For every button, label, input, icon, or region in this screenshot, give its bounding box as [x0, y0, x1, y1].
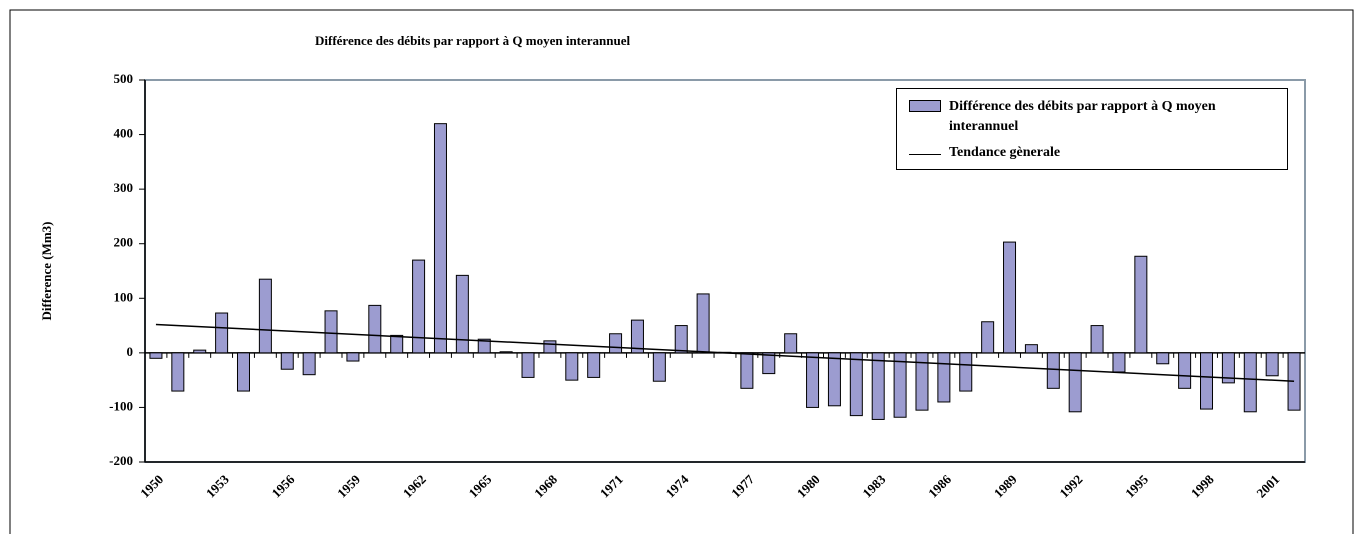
bar — [696, 293, 710, 354]
legend-swatch — [909, 100, 941, 112]
y-tick-label: 200 — [114, 235, 134, 250]
bar — [149, 352, 163, 359]
y-tick-label: 0 — [127, 344, 134, 359]
x-tick-label: 1992 — [1056, 472, 1085, 501]
bar — [433, 123, 447, 354]
x-tick-label: 1986 — [925, 471, 954, 500]
bar — [324, 310, 338, 354]
bar — [849, 352, 863, 417]
bar — [412, 259, 426, 354]
chart-title: Différence des débits par rapport à Q mo… — [315, 33, 630, 48]
x-tick-label: 1962 — [400, 472, 429, 501]
x-tick-label: 2001 — [1253, 472, 1282, 501]
trend-line — [155, 323, 1295, 382]
x-tick-label: 1971 — [597, 472, 626, 501]
bar — [477, 338, 491, 354]
legend-label: Différence des débits par rapport à Q mo… — [949, 99, 1216, 134]
legend: Différence des débits par rapport à Q mo… — [896, 88, 1288, 170]
x-tick-label: 1998 — [1188, 471, 1217, 500]
x-tick-label: 1977 — [728, 471, 757, 500]
x-tick-label: 1959 — [334, 471, 363, 500]
bar — [346, 352, 360, 362]
bar — [171, 352, 185, 392]
bar — [652, 352, 666, 382]
x-tick-label: 1974 — [662, 471, 691, 500]
y-tick-label: 500 — [114, 71, 134, 86]
bar — [543, 340, 557, 354]
bar — [1134, 255, 1148, 354]
x-tick-label: 1980 — [794, 472, 823, 501]
bar — [937, 352, 951, 403]
x-tick-label: 1965 — [465, 471, 494, 500]
bar — [236, 352, 250, 392]
legend-entry: Différence des débits par rapport à Q mo… — [909, 97, 1269, 137]
y-axis-label: Difference (Mm3) — [39, 221, 54, 320]
bar — [762, 352, 776, 375]
bar — [193, 349, 207, 354]
bar — [1243, 352, 1257, 413]
bar — [915, 352, 929, 411]
bar — [1200, 352, 1214, 410]
x-tick-label: 1989 — [991, 471, 1020, 500]
bar — [1265, 352, 1279, 377]
bar — [740, 352, 754, 389]
bar — [368, 304, 382, 354]
bar — [871, 352, 885, 420]
bar — [1221, 352, 1235, 384]
legend-label: Tendance gènerale — [949, 145, 1061, 160]
y-tick-label: -200 — [109, 453, 133, 468]
legend-swatch — [909, 154, 941, 155]
legend-entry: Tendance gènerale — [909, 145, 1060, 161]
y-tick-label: 400 — [114, 126, 134, 141]
x-tick-label: 1995 — [1122, 471, 1151, 500]
bar — [1178, 352, 1192, 389]
bar — [1024, 344, 1038, 354]
bar — [827, 352, 841, 407]
bar — [587, 352, 601, 378]
bar — [390, 334, 404, 354]
x-tick-label: 1983 — [859, 471, 888, 500]
bar — [630, 319, 644, 354]
bar — [258, 278, 272, 354]
bar — [1112, 352, 1126, 373]
bar — [981, 321, 995, 354]
bar — [1156, 352, 1170, 365]
x-tick-label: 1956 — [269, 471, 298, 500]
bar — [215, 312, 229, 354]
y-tick-label: 300 — [114, 180, 134, 195]
bar — [280, 352, 294, 370]
bar — [499, 351, 513, 354]
bar — [565, 352, 579, 381]
bar — [784, 333, 798, 354]
bar — [1003, 241, 1017, 354]
bar — [1090, 325, 1104, 354]
frame — [9, 9, 1354, 534]
bar — [302, 352, 316, 376]
bar — [609, 333, 623, 354]
bar — [1046, 352, 1060, 389]
bar — [521, 352, 535, 378]
y-tick-label: 100 — [114, 289, 134, 304]
x-tick-label: 1968 — [531, 471, 560, 500]
bar — [455, 274, 469, 354]
bar — [893, 352, 907, 418]
bar — [1068, 352, 1082, 413]
x-tick-label: 1950 — [137, 472, 166, 501]
bar — [959, 352, 973, 392]
bar — [674, 325, 688, 354]
bar — [806, 352, 820, 408]
y-tick-label: -100 — [109, 398, 133, 413]
x-tick-label: 1953 — [203, 471, 232, 500]
